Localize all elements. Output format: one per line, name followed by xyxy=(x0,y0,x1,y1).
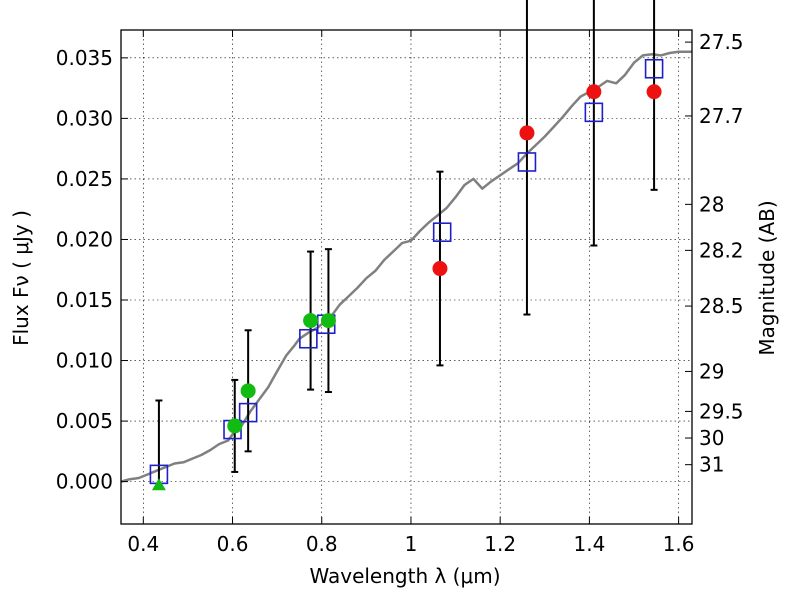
optical-flux-marker xyxy=(227,418,243,434)
y-tick-label: 0.000 xyxy=(56,470,113,494)
nir-flux-marker xyxy=(519,125,535,141)
magnitude-tick-label: 31 xyxy=(699,453,724,477)
y-axis-label-right: Magnitude (AB) xyxy=(755,200,779,355)
data-markers xyxy=(149,58,664,491)
magnitude-tick-label: 29 xyxy=(699,359,724,383)
magnitude-tick-label: 28.5 xyxy=(699,294,744,318)
template-spectrum xyxy=(120,50,692,483)
x-tick-label: 0.8 xyxy=(306,532,338,556)
model-square-marker xyxy=(432,222,452,243)
model-square-marker xyxy=(299,328,318,349)
nir-flux-marker xyxy=(646,84,662,100)
optical-flux-marker xyxy=(240,383,256,399)
magnitude-tick-label: 27.5 xyxy=(699,30,744,54)
magnitude-tick-label: 30 xyxy=(699,426,724,450)
magnitude-tick-label: 27.7 xyxy=(699,104,744,128)
x-tick-label: 1.4 xyxy=(573,532,605,556)
magnitude-tick-label: 28 xyxy=(699,192,724,216)
y-tick-label: 0.015 xyxy=(56,288,113,312)
x-tick-label: 1.2 xyxy=(484,532,516,556)
x-tick-label: 0.6 xyxy=(217,532,249,556)
magnitude-tick-label: 28.2 xyxy=(699,238,744,262)
y-tick-label: 0.005 xyxy=(56,409,113,433)
magnitude-axis-ticks: 27.5 27.7 28 28.2 28.5 29 29.5 30 31 xyxy=(685,30,744,477)
upper-limit-triangle-marker xyxy=(151,478,166,491)
grid xyxy=(121,30,692,524)
model-square-marker xyxy=(238,402,258,423)
model-square-marker xyxy=(644,58,664,79)
x-tick-label: 0.4 xyxy=(127,532,159,556)
y-axis-label-left: Flux Fν ( μJy ) xyxy=(9,210,33,346)
magnitude-tick-label: 29.5 xyxy=(699,399,744,423)
nir-flux-marker xyxy=(432,261,448,277)
y-tick-label: 0.020 xyxy=(56,227,113,251)
optical-flux-marker xyxy=(320,313,336,329)
x-axis-ticks: 0.4 0.6 0.8 1 1.2 1.4 1.6 xyxy=(127,30,695,556)
nir-flux-marker xyxy=(586,84,602,100)
model-square-marker xyxy=(517,152,537,172)
y-tick-label: 0.030 xyxy=(56,106,113,130)
x-tick-label: 1.6 xyxy=(663,532,695,556)
y-tick-label: 0.035 xyxy=(56,46,113,70)
model-square-marker xyxy=(584,102,604,123)
template-spectrum-line xyxy=(120,50,692,483)
x-tick-label: 1 xyxy=(405,532,418,556)
y-tick-label: 0.025 xyxy=(56,167,113,191)
optical-flux-marker xyxy=(303,313,319,329)
y-tick-label: 0.010 xyxy=(56,349,113,373)
x-axis-label: Wavelength λ (μm) xyxy=(309,564,500,588)
plot-frame xyxy=(120,29,693,525)
y-axis-ticks: 0.000 0.005 0.010 0.015 0.020 0.025 0.030 0.035 xyxy=(56,46,128,494)
